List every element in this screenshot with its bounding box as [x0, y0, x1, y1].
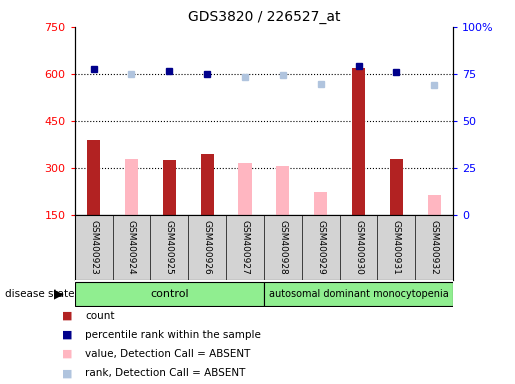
- Text: count: count: [85, 311, 114, 321]
- Bar: [87, 140, 100, 215]
- Text: GSM400925: GSM400925: [165, 220, 174, 275]
- Title: GDS3820 / 226527_at: GDS3820 / 226527_at: [187, 10, 340, 25]
- Bar: [427, 195, 441, 215]
- Text: rank, Detection Call = ABSENT: rank, Detection Call = ABSENT: [85, 368, 245, 378]
- Text: GSM400931: GSM400931: [392, 220, 401, 275]
- Text: ▶: ▶: [54, 287, 64, 300]
- Bar: [352, 68, 365, 215]
- Bar: [390, 159, 403, 215]
- Text: GSM400924: GSM400924: [127, 220, 136, 275]
- Text: percentile rank within the sample: percentile rank within the sample: [85, 330, 261, 340]
- Bar: [75, 282, 264, 306]
- Bar: [264, 282, 453, 306]
- Bar: [238, 163, 252, 215]
- Bar: [314, 192, 328, 215]
- Text: ■: ■: [62, 349, 72, 359]
- Bar: [200, 154, 214, 215]
- Bar: [163, 160, 176, 215]
- Text: GSM400928: GSM400928: [279, 220, 287, 275]
- Text: ■: ■: [62, 311, 72, 321]
- Text: GSM400932: GSM400932: [430, 220, 439, 275]
- Text: value, Detection Call = ABSENT: value, Detection Call = ABSENT: [85, 349, 250, 359]
- Bar: [276, 166, 289, 215]
- Text: disease state: disease state: [5, 289, 75, 299]
- Text: GSM400929: GSM400929: [316, 220, 325, 275]
- Text: ■: ■: [62, 368, 72, 378]
- Text: GSM400926: GSM400926: [203, 220, 212, 275]
- Text: ■: ■: [62, 330, 72, 340]
- Text: GSM400923: GSM400923: [89, 220, 98, 275]
- Text: autosomal dominant monocytopenia: autosomal dominant monocytopenia: [269, 289, 449, 299]
- Text: GSM400927: GSM400927: [241, 220, 249, 275]
- Text: control: control: [150, 289, 188, 299]
- Bar: [125, 159, 138, 215]
- Text: GSM400930: GSM400930: [354, 220, 363, 275]
